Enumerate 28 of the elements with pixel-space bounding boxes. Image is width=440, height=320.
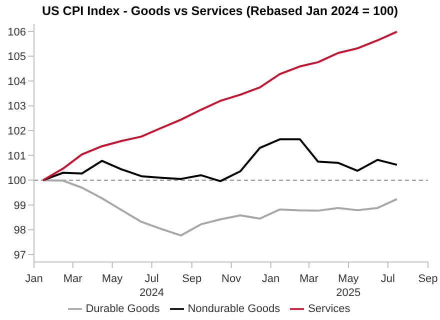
y-tick-label: 105 [8, 51, 26, 64]
x-tick-label: May 2025 [336, 273, 361, 299]
x-tick-label: Sep [418, 273, 438, 285]
y-tick-label: 106 [8, 26, 26, 38]
y-tick-label: 97 [14, 249, 26, 262]
y-tick-label: 98 [14, 224, 26, 237]
x-tick-label: Jul [380, 273, 395, 285]
y-tick-label: 99 [14, 200, 26, 212]
y-tick-label: 102 [8, 126, 26, 138]
line-series [42, 138, 398, 182]
x-tick-label: Mar [299, 273, 319, 285]
line-series [42, 30, 398, 182]
x-tick-label: Mar [63, 273, 83, 285]
chart-title: US CPI Index - Goods vs Services (Rebased Jan 2024 = 100) [40, 3, 400, 20]
x-tick-label: Jan [262, 273, 280, 285]
x-tick-label: Jul 2024 [140, 273, 164, 299]
x-tick-label: May [102, 273, 124, 285]
x-tick-label: Sep [182, 273, 202, 285]
y-tick-label: 101 [8, 150, 26, 162]
y-tick-label: 100 [8, 175, 26, 188]
x-tick-label: Nov [222, 273, 242, 285]
legend-label: Durable Goods [86, 302, 160, 315]
line-series [42, 179, 398, 236]
y-tick-label: 103 [8, 100, 26, 113]
x-tick-label: Jan [25, 273, 43, 285]
legend-label: Services [308, 302, 350, 315]
legend-label: Nondurable Goods [188, 302, 280, 315]
y-tick-label: 104 [8, 76, 26, 88]
